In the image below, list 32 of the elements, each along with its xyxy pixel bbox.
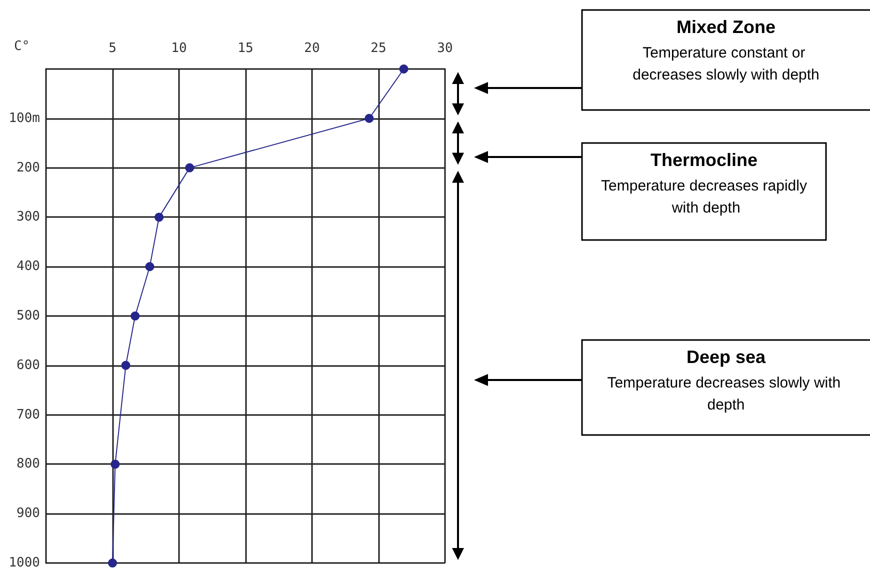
y-tick-label: 200	[16, 160, 40, 176]
text: Temperature decreases rapidly with depth	[601, 178, 808, 216]
point	[108, 558, 117, 568]
point	[121, 360, 130, 370]
y-tick-label: 400	[16, 259, 40, 274]
text: Deep sea	[686, 347, 767, 367]
point	[185, 163, 194, 172]
x-axis-title: C°	[14, 39, 30, 54]
x-tick-label: 30	[437, 41, 453, 56]
x-tick-label: 10	[171, 41, 187, 56]
point	[130, 312, 140, 320]
text: Temperature decreases slowly with depth	[607, 374, 845, 414]
y-tick-label: 600	[16, 358, 40, 373]
x-tick-label: 15	[238, 41, 254, 56]
y-tick-label: 700	[16, 407, 40, 422]
text: Thermocline	[650, 150, 758, 170]
x-tick-label: 20	[304, 41, 320, 56]
y-tick-label: 800	[16, 456, 40, 472]
y-tick-label: 900	[16, 506, 40, 522]
x-tick-label: 5	[108, 41, 116, 56]
point	[399, 64, 408, 74]
y-tick-label: 1000	[8, 556, 40, 570]
point	[364, 114, 374, 123]
point	[154, 212, 164, 222]
y-tick-label: 300	[16, 210, 40, 225]
point	[145, 262, 154, 272]
y-tick-label: 500	[16, 308, 40, 324]
x-tick-label: 25	[370, 41, 386, 56]
point	[110, 460, 120, 469]
y-tick-label: 100m	[8, 110, 40, 126]
text: Mixed Zone	[676, 17, 776, 37]
text: Temperature constant or decreases slowly with depth	[632, 44, 820, 84]
